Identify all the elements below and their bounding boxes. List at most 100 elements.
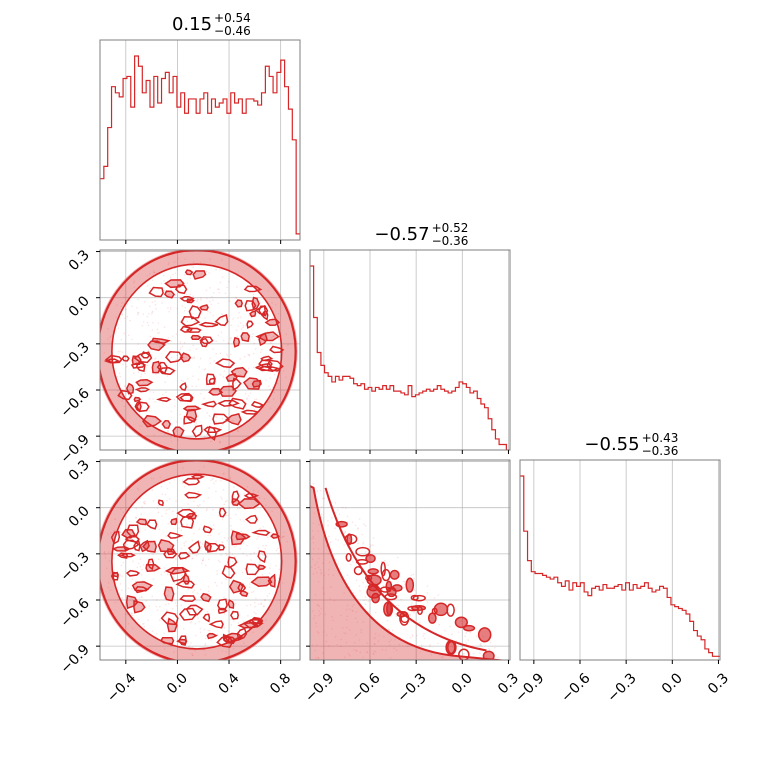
sample-point	[240, 530, 243, 533]
sample-point	[212, 291, 215, 294]
contour-island	[206, 543, 221, 553]
sample-point	[184, 398, 187, 400]
sample-point	[123, 317, 126, 320]
sample-point	[140, 373, 143, 376]
histogram-title: 0.15	[172, 14, 212, 35]
sample-point	[180, 379, 183, 382]
sample-point	[277, 552, 280, 555]
sample-point	[156, 609, 159, 612]
sample-point	[163, 632, 165, 635]
sample-point	[167, 590, 170, 592]
sample-point	[402, 580, 405, 583]
sample-point	[141, 403, 144, 406]
sample-point	[172, 335, 174, 337]
sample-point	[221, 259, 224, 261]
sample-point	[151, 279, 154, 281]
sample-point	[192, 266, 194, 269]
contour-island	[121, 355, 130, 362]
sample-point	[334, 501, 337, 504]
contour-island	[346, 533, 353, 546]
sample-point	[218, 532, 220, 535]
contour-island	[227, 599, 235, 609]
sample-point	[416, 634, 418, 637]
sample-point	[253, 611, 256, 614]
sample-point	[203, 649, 206, 651]
sample-point	[161, 302, 163, 304]
sample-point	[268, 310, 270, 313]
sample-point	[318, 557, 320, 560]
sample-point	[480, 644, 483, 647]
sample-point	[229, 551, 231, 554]
sample-point	[130, 612, 133, 615]
sample-point	[182, 380, 185, 382]
sample-point	[319, 569, 322, 571]
sample-point	[219, 561, 221, 563]
contour-island	[216, 636, 234, 649]
sample-point	[252, 489, 255, 492]
contour-island	[412, 594, 426, 602]
sample-point	[315, 657, 317, 659]
sample-point	[246, 485, 249, 488]
sample-point	[150, 561, 152, 564]
contour-island	[131, 355, 142, 366]
sample-point	[217, 302, 220, 305]
sample-point	[219, 269, 222, 271]
sample-point	[364, 603, 367, 605]
sample-point	[119, 362, 122, 364]
sample-point	[273, 391, 276, 394]
sample-point	[126, 365, 128, 368]
contour-island	[355, 546, 371, 557]
sample-point	[211, 296, 213, 298]
sample-point	[166, 375, 169, 377]
sample-point	[171, 510, 174, 513]
sample-point	[138, 597, 141, 599]
contour-island	[217, 607, 228, 614]
sample-point	[451, 633, 453, 636]
sample-point	[186, 282, 189, 284]
sample-point	[207, 585, 210, 588]
sample-point	[165, 512, 167, 515]
sample-point	[388, 629, 391, 631]
sample-point	[269, 407, 272, 409]
contour-island	[222, 632, 243, 644]
contour-island	[200, 400, 218, 408]
sample-point	[244, 567, 246, 570]
sample-point	[359, 589, 361, 592]
sample-point	[170, 410, 172, 413]
sample-point	[396, 604, 398, 607]
sample-point	[147, 619, 150, 621]
sample-point	[197, 617, 199, 619]
sample-point	[272, 398, 275, 400]
sample-point	[107, 551, 110, 553]
sample-point	[391, 629, 394, 632]
sample-point	[141, 623, 144, 625]
sample-point	[353, 648, 356, 651]
sample-point	[252, 333, 254, 335]
density-panel	[310, 482, 503, 660]
sample-point	[192, 344, 195, 347]
contour-island	[396, 610, 408, 618]
contour-island	[221, 565, 236, 579]
sample-point	[314, 649, 317, 652]
sample-point	[426, 585, 429, 587]
sample-point	[123, 332, 126, 335]
sample-point	[200, 562, 203, 565]
contour-island	[255, 331, 280, 342]
sample-point	[374, 651, 377, 654]
sample-point	[183, 341, 186, 344]
sample-point	[220, 426, 222, 428]
sample-point	[199, 627, 202, 630]
contour-island	[185, 408, 198, 423]
sample-point	[219, 441, 221, 444]
sample-point	[318, 605, 321, 608]
x-tick-label: −0.4	[104, 670, 139, 705]
contour-island	[386, 602, 393, 616]
x-tick-label: −0.9	[302, 670, 337, 705]
sample-point	[114, 529, 116, 531]
contour-island	[237, 622, 260, 629]
contour-island	[176, 508, 196, 519]
sample-point	[327, 524, 329, 527]
sample-point	[213, 482, 215, 485]
sample-point	[198, 469, 201, 472]
sample-point	[119, 508, 122, 511]
